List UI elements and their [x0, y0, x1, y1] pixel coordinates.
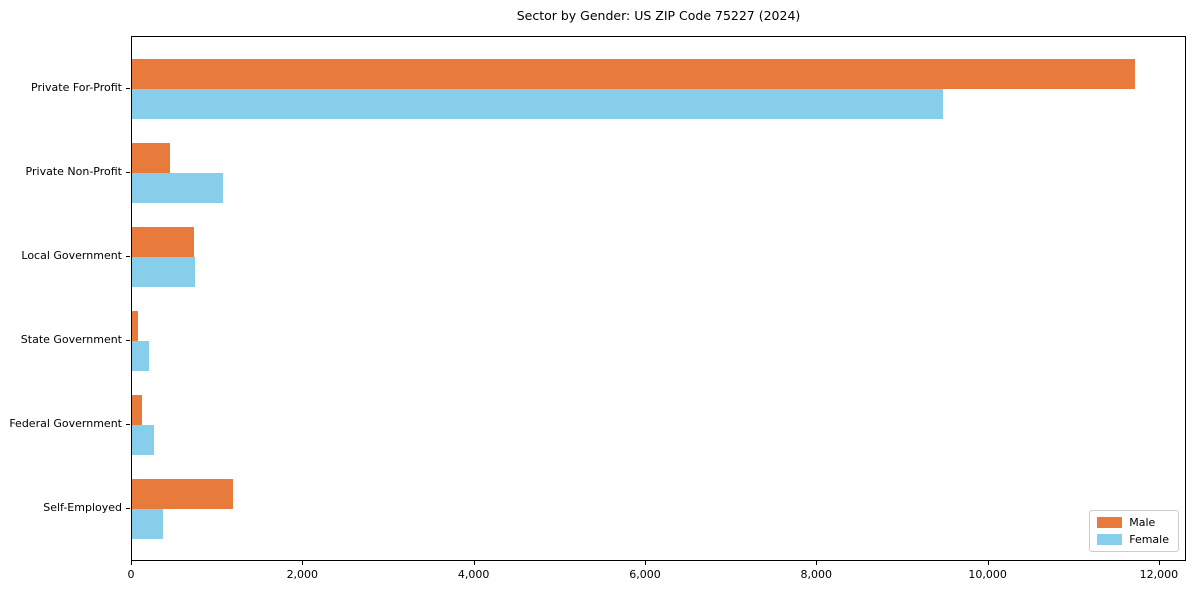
y-tick-label-state-government: State Government	[20, 333, 122, 346]
y-tick-private-for-profit	[126, 88, 130, 89]
x-tick-label-12000: 12,000	[1139, 568, 1179, 581]
bar-male-state-government	[132, 311, 138, 341]
bar-male-private-non-profit	[132, 143, 170, 173]
bar-male-self-employed	[132, 479, 233, 509]
y-tick-label-local-government: Local Government	[21, 249, 122, 262]
x-tick-label-10000: 10,000	[968, 568, 1007, 581]
y-tick-private-non-profit	[126, 172, 130, 173]
y-tick-label-self-employed: Self-Employed	[43, 501, 122, 514]
x-tick-8000	[816, 561, 818, 565]
y-tick-self-employed	[126, 508, 130, 509]
legend-swatch-female	[1097, 534, 1123, 545]
x-tick-12000	[1158, 561, 1160, 565]
bar-female-self-employed	[132, 509, 163, 539]
bar-male-private-for-profit	[132, 59, 1135, 89]
x-tick-label-8000: 8,000	[800, 568, 833, 581]
legend-item-female: Female	[1097, 533, 1169, 546]
plot-area: Male Female	[131, 36, 1186, 561]
y-tick-state-government	[126, 340, 130, 341]
x-tick-label-4000: 4,000	[457, 568, 490, 581]
bar-male-federal-government	[132, 395, 143, 425]
x-tick-10000	[987, 561, 989, 565]
x-tick-2000	[302, 561, 304, 565]
legend-swatch-male	[1097, 517, 1123, 528]
y-tick-federal-government	[126, 424, 130, 425]
bar-female-federal-government	[132, 425, 155, 455]
chart-title: Sector by Gender: US ZIP Code 75227 (202…	[516, 8, 801, 23]
y-tick-local-government	[126, 256, 130, 257]
x-tick-4000	[473, 561, 475, 565]
x-tick-label-2000: 2,000	[286, 568, 319, 581]
x-tick-0	[131, 561, 132, 565]
bar-male-local-government	[132, 227, 194, 257]
bar-female-private-non-profit	[132, 173, 224, 203]
legend-label-male: Male	[1129, 516, 1156, 529]
bar-female-private-for-profit	[132, 89, 943, 119]
bar-female-state-government	[132, 341, 150, 371]
x-tick-label-6000: 6,000	[629, 568, 661, 581]
x-tick-label-0: 0	[127, 568, 135, 581]
x-tick-6000	[644, 561, 646, 565]
y-tick-label-private-for-profit: Private For-Profit	[31, 81, 122, 94]
legend: Male Female	[1089, 510, 1179, 552]
legend-label-female: Female	[1129, 533, 1169, 546]
y-tick-label-federal-government: Federal Government	[9, 417, 122, 430]
bar-female-local-government	[132, 257, 196, 287]
y-tick-label-private-non-profit: Private Non-Profit	[25, 165, 122, 178]
legend-item-male: Male	[1097, 516, 1169, 529]
